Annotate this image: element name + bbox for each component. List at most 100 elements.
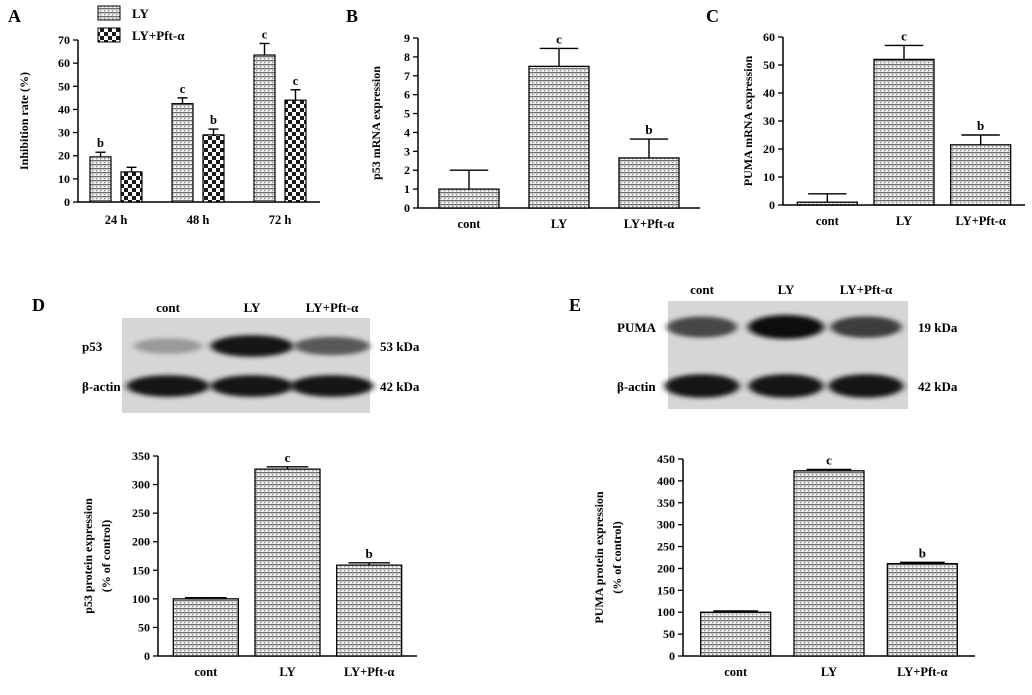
significance-label: c xyxy=(556,31,562,46)
bar-series-1 xyxy=(171,103,194,203)
blot-row-label: p53 xyxy=(82,339,103,354)
y-tick-label: 100 xyxy=(132,592,150,606)
blot-size-label: 42 kDa xyxy=(380,379,420,394)
y-tick-label: 0 xyxy=(64,195,70,209)
y-tick-label: 200 xyxy=(132,535,150,549)
y-tick-label: 10 xyxy=(763,170,775,184)
significance-label: c xyxy=(826,453,832,468)
bar-ly xyxy=(254,468,321,657)
x-tick-label: 72 h xyxy=(269,213,292,227)
chart-e-puma-protein: 0 50 100 150 200 250 300 350 400 450 PUMA protein … xyxy=(592,452,975,679)
bar-ly-pft- xyxy=(336,564,403,657)
y-tick-label: 0 xyxy=(144,649,150,663)
blot-size-label: 42 kDa xyxy=(918,379,958,394)
y-tick-label: 1 xyxy=(404,182,410,196)
chart-c-puma-mrna: 0 10 20 30 40 50 60 PUMA mRNA expression cont c LY… xyxy=(741,28,1025,228)
blot-size-label: 53 kDa xyxy=(380,339,420,354)
bar-ly-pft- xyxy=(950,144,1012,206)
y-tick-label: 3 xyxy=(404,144,410,158)
y-axis-label: p53 protein expression xyxy=(81,498,95,614)
significance-label: b xyxy=(919,545,926,560)
panel-letter-c: C xyxy=(706,6,719,26)
y-tick-label: 9 xyxy=(404,31,410,45)
significance-label: b xyxy=(645,122,652,137)
y-tick-label: 30 xyxy=(58,126,70,140)
y-tick-label: 200 xyxy=(657,561,675,575)
y-tick-label: 250 xyxy=(132,506,150,520)
y-tick-label: 300 xyxy=(657,518,675,532)
blot-row-label: PUMA xyxy=(617,320,657,335)
panel-letter-e: E xyxy=(569,295,581,315)
blot-band xyxy=(666,316,738,338)
lane-label: LY+Pft-α xyxy=(840,282,893,297)
y-tick-label: 350 xyxy=(132,449,150,463)
western-blot-e: cont LY LY+Pft-α PUMA 19 kDa β-actin 42 kDa xyxy=(617,282,958,409)
x-tick-label: LY xyxy=(896,214,912,228)
y-tick-label: 150 xyxy=(132,563,150,577)
y-axis-label: PUMA mRNA expression xyxy=(741,55,755,186)
blot-band xyxy=(210,375,294,397)
x-tick-label: LY xyxy=(279,665,295,679)
y-axis-label: p53 mRNA expression xyxy=(369,66,383,180)
blot-band xyxy=(133,338,203,354)
legend-swatch xyxy=(97,5,121,21)
legend-label: LY+Pft-α xyxy=(132,28,185,43)
blot-band xyxy=(830,316,902,338)
y-tick-label: 70 xyxy=(58,33,70,47)
chart-b-p53-mrna: 0 1 2 3 4 5 6 7 8 9 p53 mRNA expression cont c LY b LY+… xyxy=(369,31,700,231)
y-tick-label: 100 xyxy=(657,605,675,619)
y-tick-label: 0 xyxy=(404,201,410,215)
y-tick-label: 250 xyxy=(657,540,675,554)
blot-band xyxy=(828,374,904,398)
significance-label: b xyxy=(210,113,217,127)
significance-label: c xyxy=(180,82,186,96)
y-tick-label: 20 xyxy=(763,142,775,156)
significance-label: c xyxy=(285,450,291,465)
x-tick-label: LY+Pft-α xyxy=(897,665,947,679)
x-tick-label: 24 h xyxy=(105,213,128,227)
x-tick-label: cont xyxy=(724,665,748,679)
lane-label: cont xyxy=(156,300,181,315)
panel-letter-b: B xyxy=(346,6,358,26)
blot-membrane xyxy=(122,318,370,413)
x-tick-label: cont xyxy=(458,217,482,231)
panel-letter-a: A xyxy=(8,6,21,26)
legend-label: LY xyxy=(132,6,149,21)
x-tick-label: LY+Pft-α xyxy=(624,217,674,231)
bar-series-2 xyxy=(284,99,307,203)
y-axis-label: Inhibition rate (%) xyxy=(17,72,31,170)
western-blot-d: cont LY LY+Pft-α p53 53 kDa β-actin 42 kDa xyxy=(82,300,420,413)
significance-label: c xyxy=(262,27,268,41)
bar-series-1 xyxy=(89,156,112,203)
lane-label: cont xyxy=(690,282,715,297)
x-tick-label: LY xyxy=(551,217,567,231)
blot-size-label: 19 kDa xyxy=(918,320,958,335)
bar-cont xyxy=(700,611,772,657)
y-tick-label: 4 xyxy=(404,125,410,139)
bar-ly-pft- xyxy=(886,562,958,657)
bar-ly-pft- xyxy=(618,157,680,209)
y-axis-label: PUMA protein expression xyxy=(592,491,606,624)
x-tick-label: LY xyxy=(821,665,837,679)
significance-label: c xyxy=(293,74,299,88)
bar-series-1 xyxy=(253,54,276,203)
bar-series-2 xyxy=(120,171,143,203)
y-tick-label: 8 xyxy=(404,50,410,64)
y-tick-label: 60 xyxy=(763,30,775,44)
y-tick-label: 0 xyxy=(769,198,775,212)
significance-label: b xyxy=(366,546,373,561)
y-tick-label: 2 xyxy=(404,163,410,177)
blot-band xyxy=(748,374,824,398)
x-tick-label: cont xyxy=(194,665,218,679)
x-tick-label: LY+Pft-α xyxy=(344,665,394,679)
blot-band xyxy=(664,374,740,398)
y-tick-label: 40 xyxy=(58,102,70,116)
y-tick-label: 150 xyxy=(657,583,675,597)
y-tick-label: 40 xyxy=(763,86,775,100)
blot-band xyxy=(290,375,374,397)
y-axis-label: (% of control) xyxy=(610,521,624,593)
y-tick-label: 60 xyxy=(58,56,70,70)
bar-series-2 xyxy=(202,134,225,203)
y-tick-label: 350 xyxy=(657,496,675,510)
significance-label: b xyxy=(97,136,104,150)
